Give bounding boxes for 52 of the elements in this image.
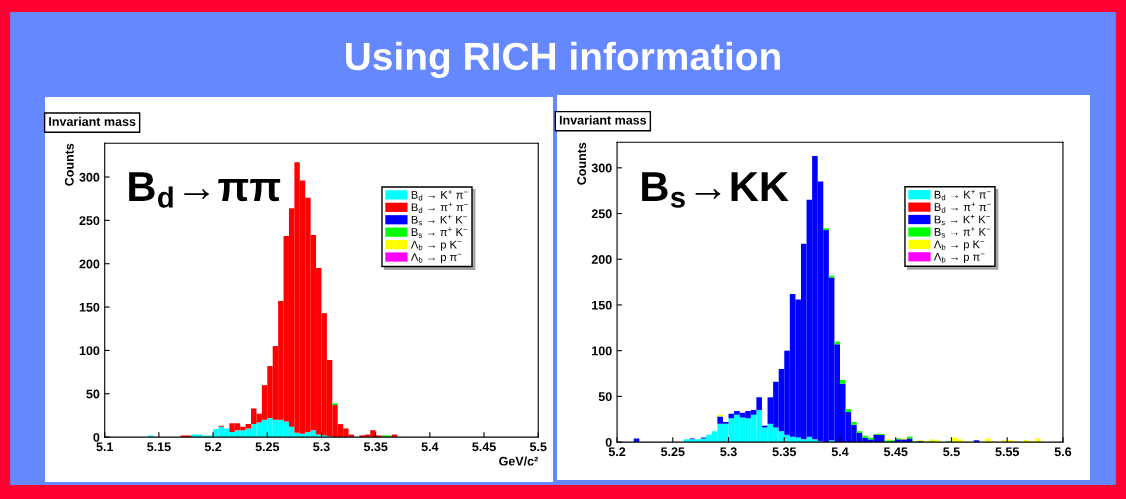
x-tick-label: 5.1 — [96, 442, 114, 452]
legend-label: B$_{d}$ → K$^{+}$ π$^{−}$ — [934, 189, 991, 201]
x-tick-label: 5.3 — [313, 442, 330, 452]
legend-label: Λ$_{b}$ → p π$^{−}$ — [410, 253, 462, 264]
annotation: B$_{d}$→ππ — [129, 172, 281, 208]
chart-title: Invariant mass — [559, 115, 647, 125]
legend-label: B$_{s}$ → K$^{+}$ K$^{−}$ — [411, 214, 467, 226]
y-axis-title: Counts — [577, 142, 587, 185]
legend-label: Λ$_{b}$ → p K$^{−}$ — [410, 240, 462, 251]
legend-label: B$_{s}$ → π$^{+}$ K$^{−}$ — [411, 227, 468, 238]
x-tick-label: 5.4 — [831, 447, 849, 457]
y-axis-title: Counts — [64, 143, 74, 186]
y-tick-label: 150 — [592, 300, 612, 310]
x-axis-title: GeV/c² — [499, 456, 538, 466]
legend-label: B$_{s}$ → K$^{+}$ K$^{−}$ — [934, 214, 990, 226]
y-tick-label: 200 — [79, 259, 100, 269]
x-tick-label: 5.45 — [883, 447, 908, 457]
y-tick-label: 250 — [591, 209, 612, 219]
legend-label: B$_{s}$ → π$^{+}$ K$^{−}$ — [934, 227, 991, 238]
y-tick-label: 0 — [605, 437, 612, 447]
legend-label: B$_{d}$ → π$^{+}$ π$^{−}$ — [411, 202, 468, 213]
x-tick-label: 5.4 — [421, 442, 439, 452]
x-tick-label: 5.3 — [720, 447, 737, 457]
y-tick-label: 0 — [93, 432, 100, 442]
y-tick-label: 50 — [86, 389, 100, 399]
legend-label: Λ$_{b}$ → p π$^{−}$ — [933, 252, 985, 263]
x-tick-label: 5.2 — [608, 447, 626, 457]
x-tick-label: 5.5 — [529, 442, 547, 452]
legend-label: B$_{d}$ → K$^{+}$ π$^{−}$ — [411, 190, 468, 201]
x-tick-label: 5.35 — [363, 442, 388, 452]
x-tick-label: 5.35 — [772, 447, 797, 457]
y-tick-label: 100 — [592, 346, 612, 356]
y-tick-label: 300 — [591, 163, 612, 173]
y-tick-label: 150 — [79, 302, 100, 312]
x-tick-label: 5.2 — [204, 442, 222, 452]
text: Using RICH information — [346, 41, 780, 79]
x-tick-label: 5.25 — [255, 442, 280, 452]
chart-title: Invariant mass — [49, 116, 136, 126]
annotation: B$_{s}$→KK — [642, 172, 789, 208]
y-tick-label: 300 — [79, 172, 100, 182]
x-tick-label: 5.6 — [1054, 447, 1072, 457]
x-tick-label: 5.25 — [661, 447, 685, 457]
legend-label: Λ$_{b}$ → p K$^{−}$ — [933, 240, 985, 251]
x-tick-label: 5.5 — [943, 447, 960, 457]
y-tick-label: 250 — [79, 216, 100, 226]
x-tick-label: 5.15 — [147, 442, 171, 452]
y-tick-label: 50 — [598, 392, 612, 402]
x-tick-label: 5.55 — [995, 447, 1020, 457]
y-tick-label: 100 — [79, 346, 100, 356]
y-tick-label: 200 — [591, 255, 612, 264]
legend-label: B$_{d}$ → π$^{+}$ π$^{−}$ — [934, 202, 991, 213]
x-tick-label: 5.45 — [472, 442, 496, 452]
